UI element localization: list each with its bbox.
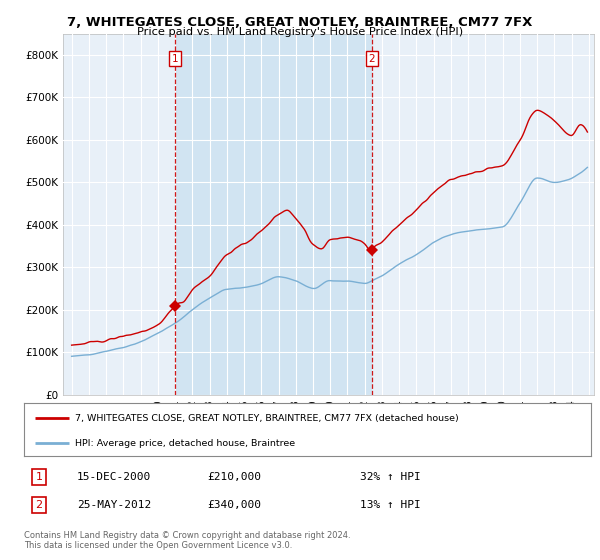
Bar <box>175 34 372 395</box>
Text: 7, WHITEGATES CLOSE, GREAT NOTLEY, BRAINTREE, CM77 7FX: 7, WHITEGATES CLOSE, GREAT NOTLEY, BRAIN… <box>67 16 533 29</box>
Text: 32% ↑ HPI: 32% ↑ HPI <box>360 472 421 482</box>
Text: 15-DEC-2000: 15-DEC-2000 <box>77 472 151 482</box>
Text: HPI: Average price, detached house, Braintree: HPI: Average price, detached house, Brai… <box>75 438 295 447</box>
Text: 25-MAY-2012: 25-MAY-2012 <box>77 500 151 510</box>
Text: £340,000: £340,000 <box>207 500 261 510</box>
Text: 2: 2 <box>368 54 375 64</box>
Text: Price paid vs. HM Land Registry's House Price Index (HPI): Price paid vs. HM Land Registry's House … <box>137 27 463 37</box>
Text: 7, WHITEGATES CLOSE, GREAT NOTLEY, BRAINTREE, CM77 7FX (detached house): 7, WHITEGATES CLOSE, GREAT NOTLEY, BRAIN… <box>75 414 459 423</box>
Text: Contains HM Land Registry data © Crown copyright and database right 2024.
This d: Contains HM Land Registry data © Crown c… <box>24 531 350 550</box>
Text: 1: 1 <box>35 472 43 482</box>
Text: 1: 1 <box>172 54 178 64</box>
Text: 2: 2 <box>35 500 43 510</box>
Text: 13% ↑ HPI: 13% ↑ HPI <box>360 500 421 510</box>
Text: £210,000: £210,000 <box>207 472 261 482</box>
